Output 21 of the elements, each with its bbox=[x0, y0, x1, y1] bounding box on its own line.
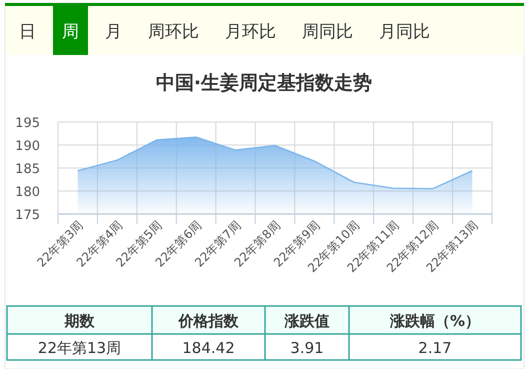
category-label: 日 bbox=[19, 22, 36, 42]
category-label: 周 bbox=[62, 22, 79, 42]
y-tick-label: 185 bbox=[15, 162, 40, 177]
category-label: 周环比 bbox=[148, 22, 199, 42]
category-label: 期数 bbox=[64, 312, 96, 330]
text: 3.91 bbox=[290, 339, 324, 357]
category-label: 月 bbox=[105, 22, 122, 42]
y-tick-label: 195 bbox=[15, 116, 40, 131]
category-label: 月环比 bbox=[225, 22, 276, 42]
category-label: 月同比 bbox=[379, 22, 430, 42]
category-label: 涨跌值 bbox=[284, 312, 330, 330]
y-tick-label: 175 bbox=[15, 208, 40, 223]
category-label: 周同比 bbox=[302, 22, 353, 42]
y-tick-label: 190 bbox=[15, 139, 40, 154]
category-label: 价格指数 bbox=[178, 312, 240, 330]
text: 2.17 bbox=[418, 339, 452, 357]
text: 22年第13周 bbox=[38, 339, 122, 357]
chart-title: 中国·生姜周定基指数走势 bbox=[156, 72, 372, 94]
y-tick-label: 180 bbox=[15, 185, 40, 200]
category-label: 涨跌幅（%） bbox=[388, 312, 480, 330]
text: 184.42 bbox=[182, 339, 235, 357]
